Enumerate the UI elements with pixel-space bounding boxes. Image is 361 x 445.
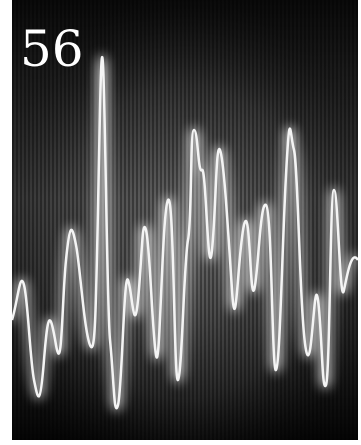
page-number: 56 bbox=[20, 20, 84, 78]
page-image: 56 bbox=[0, 0, 361, 445]
